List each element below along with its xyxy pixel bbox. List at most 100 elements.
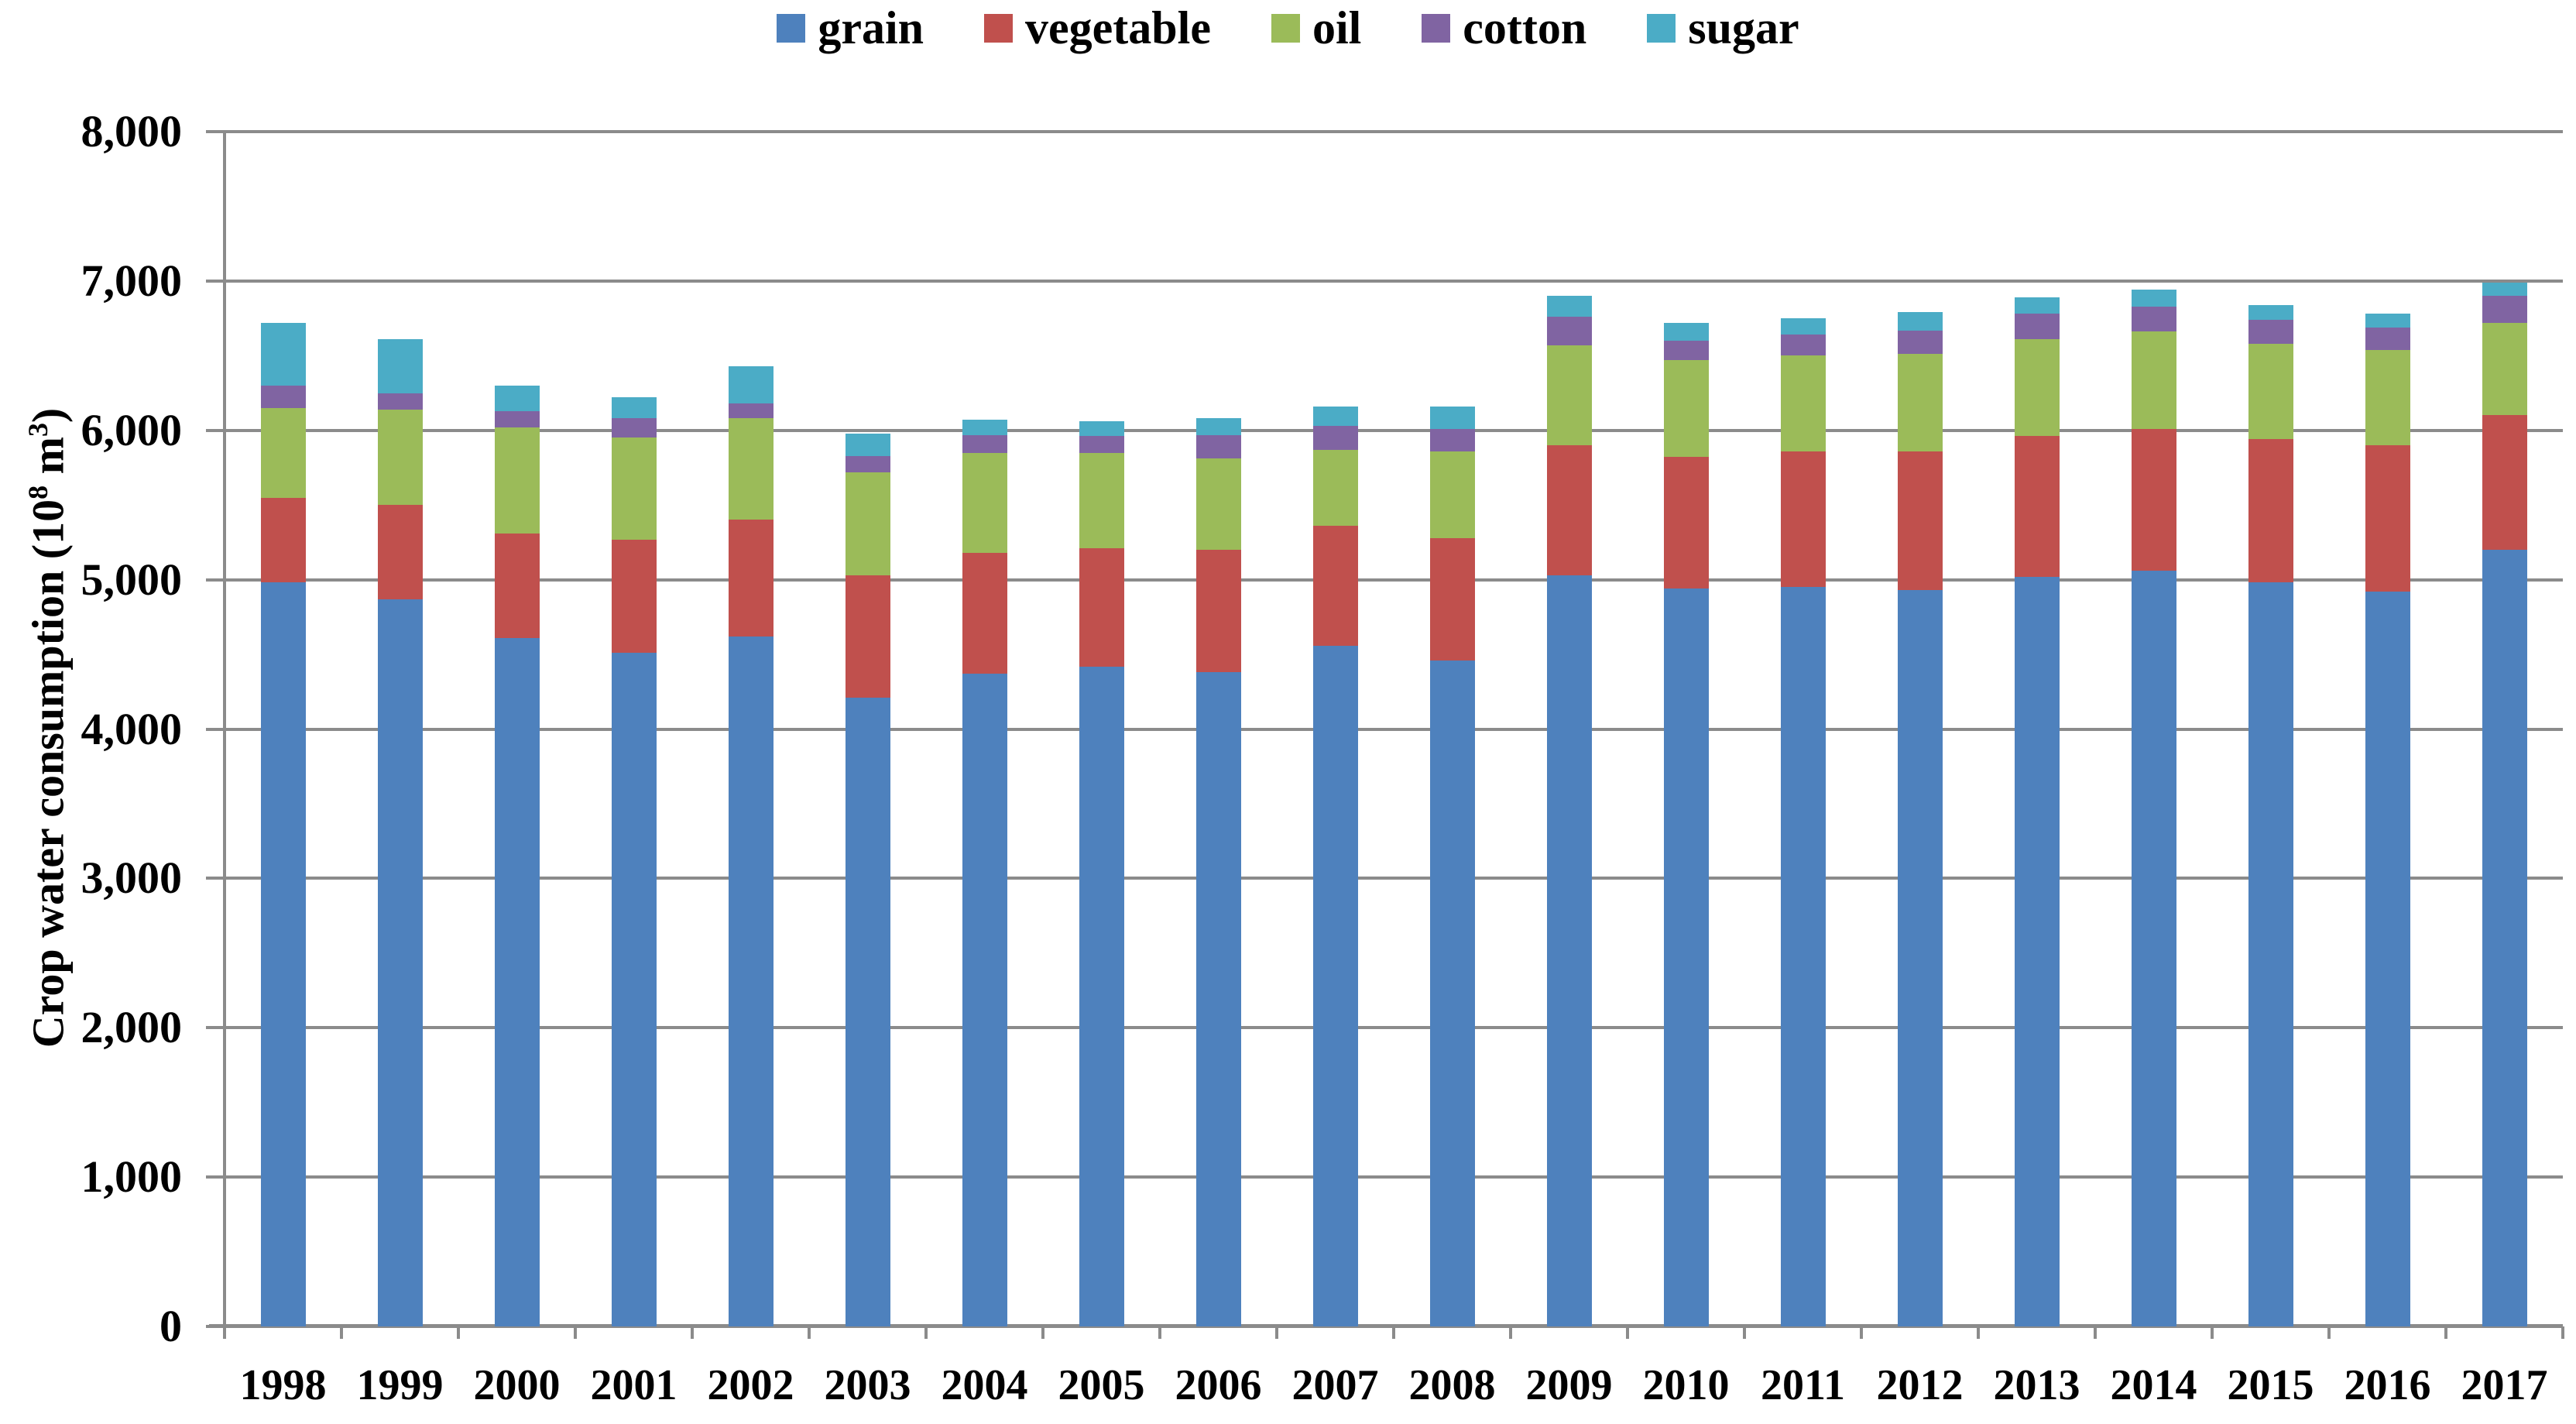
legend: grain vegetable oil cotton sugar [0, 5, 2576, 51]
bar-2010-cotton [1663, 341, 1709, 361]
bar-2012-oil [1897, 354, 1943, 451]
y-tick-label-2000: 2,000 [81, 1002, 183, 1053]
bar-2017-oil [2482, 322, 2527, 416]
bar-2017-vegetable [2482, 415, 2527, 551]
bar-2008-vegetable [1429, 537, 1475, 661]
bar-2009-grain [1546, 575, 1592, 1326]
x-tick-label-2005: 2005 [1058, 1361, 1145, 1409]
bar-1999-oil [377, 409, 423, 506]
bar-2005-oil [1079, 452, 1124, 549]
bar-column-2009 [1546, 132, 1592, 1326]
bar-2011-sugar [1780, 318, 1826, 335]
bar-2002-grain [728, 636, 773, 1326]
x-tick-label-2008: 2008 [1408, 1361, 1496, 1409]
x-tick-label-2012: 2012 [1876, 1361, 1964, 1409]
x-tick-label-2013: 2013 [1993, 1361, 2080, 1409]
legend-label-oil: oil [1312, 2, 1362, 53]
bar-2000-vegetable [494, 533, 540, 638]
bar-2005-sugar [1079, 421, 1124, 437]
bar-2010-oil [1663, 360, 1709, 458]
bar-column-2001 [611, 132, 657, 1326]
bar-2002-cotton [728, 403, 773, 419]
bar-2011-cotton [1780, 335, 1826, 356]
x-tick-mark-9 [1275, 1326, 1278, 1339]
bar-1999-sugar [377, 339, 423, 393]
x-tick-label-2002: 2002 [707, 1361, 794, 1409]
bar-2013-grain [2014, 576, 2060, 1326]
bar-2011-grain [1780, 587, 1826, 1326]
bar-column-2004 [962, 132, 1007, 1326]
x-tick-mark-4 [691, 1326, 694, 1339]
bar-2004-grain [962, 674, 1007, 1326]
x-tick-mark-13 [1743, 1326, 1746, 1339]
y-tick-mark-8000 [206, 130, 225, 133]
y-tick-label-0: 0 [159, 1301, 182, 1351]
bar-2001-sugar [611, 397, 657, 419]
bar-2014-cotton [2131, 306, 2176, 332]
bar-column-2003 [845, 132, 890, 1326]
bar-2008-oil [1429, 451, 1475, 538]
bar-column-2010 [1663, 132, 1709, 1326]
x-tick-mark-18 [2327, 1326, 2331, 1339]
legend-label-cotton: cotton [1463, 2, 1587, 53]
bar-2005-vegetable [1079, 548, 1124, 667]
x-tick-mark-15 [1977, 1326, 1980, 1339]
x-tick-label-2003: 2003 [824, 1361, 911, 1409]
bar-2006-sugar [1195, 418, 1241, 435]
bar-2008-cotton [1429, 428, 1475, 451]
x-tick-mark-0 [223, 1326, 226, 1339]
y-axis-line [223, 132, 226, 1338]
bar-2012-vegetable [1897, 451, 1943, 591]
bar-2007-grain [1312, 645, 1358, 1326]
bar-2016-oil [2365, 349, 2410, 446]
bar-2015-vegetable [2248, 439, 2293, 583]
x-tick-label-2017: 2017 [2461, 1361, 2548, 1409]
bar-2004-oil [962, 452, 1007, 553]
y-tick-label-8000: 8,000 [81, 106, 183, 156]
bar-column-2014 [2131, 132, 2176, 1326]
bar-column-1998 [260, 132, 306, 1326]
x-axis-line [209, 1324, 2563, 1328]
x-tick-label-2014: 2014 [2110, 1361, 2197, 1409]
bar-2017-sugar [2482, 282, 2527, 297]
gridline-5000 [225, 578, 2563, 582]
x-tick-mark-5 [808, 1326, 811, 1339]
gridline-6000 [225, 428, 2563, 432]
bar-2009-vegetable [1546, 445, 1592, 575]
bar-2001-grain [611, 653, 657, 1326]
bar-column-2006 [1195, 132, 1241, 1326]
y-tick-label-7000: 7,000 [81, 255, 183, 306]
bar-2003-grain [845, 698, 890, 1326]
x-tick-mark-6 [924, 1326, 928, 1339]
x-tick-label-2015: 2015 [2227, 1361, 2314, 1409]
bar-2005-cotton [1079, 436, 1124, 453]
y-tick-mark-5000 [206, 578, 225, 582]
x-tick-label-2007: 2007 [1291, 1361, 1379, 1409]
bar-2003-oil [845, 472, 890, 575]
gridline-7000 [225, 279, 2563, 283]
bar-2002-oil [728, 418, 773, 520]
bar-column-2000 [494, 132, 540, 1326]
bar-2000-oil [494, 427, 540, 534]
legend-label-sugar: sugar [1688, 2, 1799, 53]
x-tick-mark-7 [1041, 1326, 1044, 1339]
x-tick-mark-10 [1392, 1326, 1395, 1339]
x-tick-mark-17 [2211, 1326, 2214, 1339]
bar-1998-sugar [260, 322, 306, 386]
bar-1999-vegetable [377, 505, 423, 599]
x-tick-label-1998: 1998 [239, 1361, 327, 1409]
bar-1999-cotton [377, 393, 423, 410]
x-tick-label-2011: 2011 [1761, 1361, 1845, 1409]
bar-column-2002 [728, 132, 773, 1326]
bar-2002-vegetable [728, 520, 773, 637]
bar-2014-oil [2131, 331, 2176, 429]
bar-2005-grain [1079, 666, 1124, 1326]
x-tick-label-2009: 2009 [1525, 1361, 1613, 1409]
legend-item-grain: grain [777, 5, 924, 51]
bar-2000-grain [494, 637, 540, 1326]
y-tick-mark-4000 [206, 727, 225, 731]
bar-2007-oil [1312, 449, 1358, 527]
bar-2010-sugar [1663, 322, 1709, 341]
bar-2014-grain [2131, 571, 2176, 1326]
x-tick-label-2006: 2006 [1175, 1361, 1262, 1409]
